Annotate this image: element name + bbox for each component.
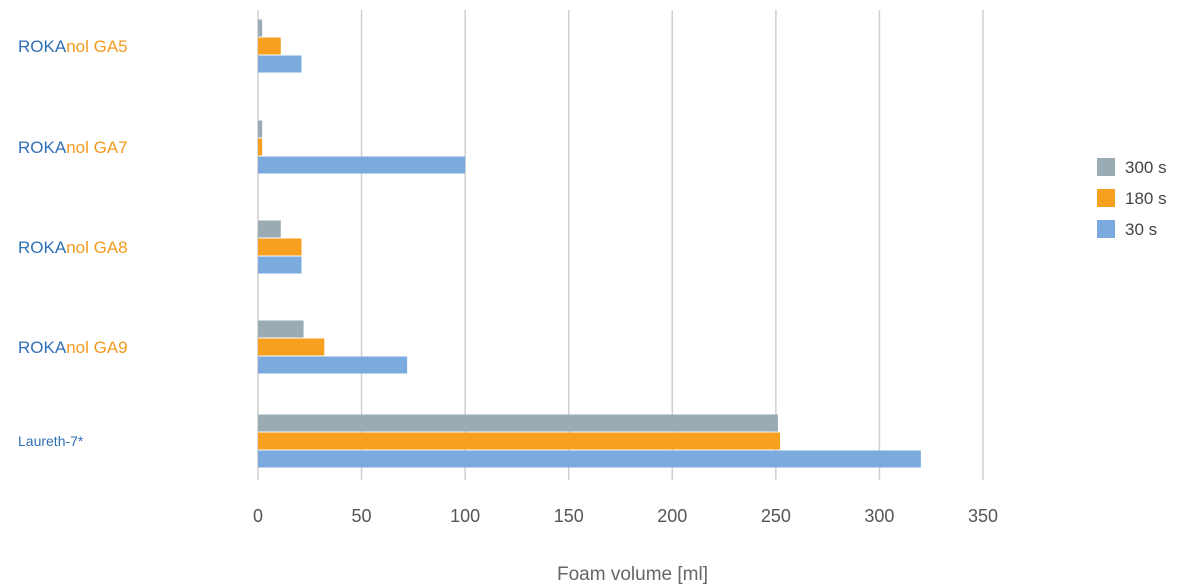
bar-180s-cat4 <box>258 338 325 356</box>
gridlines <box>257 10 984 480</box>
x-tick-labels: 0 50 100 150 200 250 300 350 <box>253 506 998 526</box>
x-tick-label-200: 200 <box>657 506 687 526</box>
x-tick-label-350: 350 <box>968 506 998 526</box>
bar-30s-cat3 <box>258 256 302 274</box>
legend-swatch-180s <box>1097 189 1115 207</box>
bar-180s-cat5 <box>258 432 780 450</box>
bar-30s-cat2 <box>258 156 466 174</box>
x-tick-label-0: 0 <box>253 506 263 526</box>
bar-300s-cat2 <box>258 120 263 138</box>
category-label-5: Laureth-7* <box>18 433 84 449</box>
category-label-prefix: ROKA <box>18 238 67 257</box>
x-tick-label-300: 300 <box>864 506 894 526</box>
legend-label-300s: 300 s <box>1125 158 1167 177</box>
bar-300s-cat5 <box>258 414 778 432</box>
legend-swatch-300s <box>1097 158 1115 176</box>
category-label-suffix: nol GA5 <box>66 37 127 56</box>
legend: 300 s 180 s 30 s <box>1097 158 1167 239</box>
category-label-prefix: ROKA <box>18 37 67 56</box>
bar-180s-cat1 <box>258 37 281 55</box>
category-label-prefix: ROKA <box>18 338 67 357</box>
bar-300s-cat3 <box>258 220 281 238</box>
category-label-2: ROKAnol GA7 <box>18 138 128 157</box>
bar-180s-cat2 <box>258 138 263 156</box>
bar-180s-cat3 <box>258 238 302 256</box>
category-label-4: ROKAnol GA9 <box>18 338 128 357</box>
bar-30s-cat4 <box>258 356 408 374</box>
category-label-prefix: ROKA <box>18 138 67 157</box>
category-label-suffix: nol GA8 <box>66 238 127 257</box>
x-tick-label-100: 100 <box>450 506 480 526</box>
bar-300s-cat4 <box>258 320 304 338</box>
bars <box>258 19 921 468</box>
category-label-1: ROKAnol GA5 <box>18 37 128 56</box>
x-tick-label-50: 50 <box>352 506 372 526</box>
category-label-prefix: Laureth-7* <box>18 433 84 449</box>
x-axis-title: Foam volume [ml] <box>557 564 708 585</box>
x-tick-label-150: 150 <box>554 506 584 526</box>
bar-300s-cat1 <box>258 19 263 37</box>
bar-30s-cat5 <box>258 450 921 468</box>
category-label-suffix: nol GA9 <box>66 338 127 357</box>
legend-label-30s: 30 s <box>1125 220 1157 239</box>
x-tick-label-250: 250 <box>761 506 791 526</box>
bar-30s-cat1 <box>258 55 302 73</box>
legend-swatch-30s <box>1097 220 1115 238</box>
category-label-suffix: nol GA7 <box>66 138 127 157</box>
legend-label-180s: 180 s <box>1125 189 1167 208</box>
category-label-3: ROKAnol GA8 <box>18 238 128 257</box>
